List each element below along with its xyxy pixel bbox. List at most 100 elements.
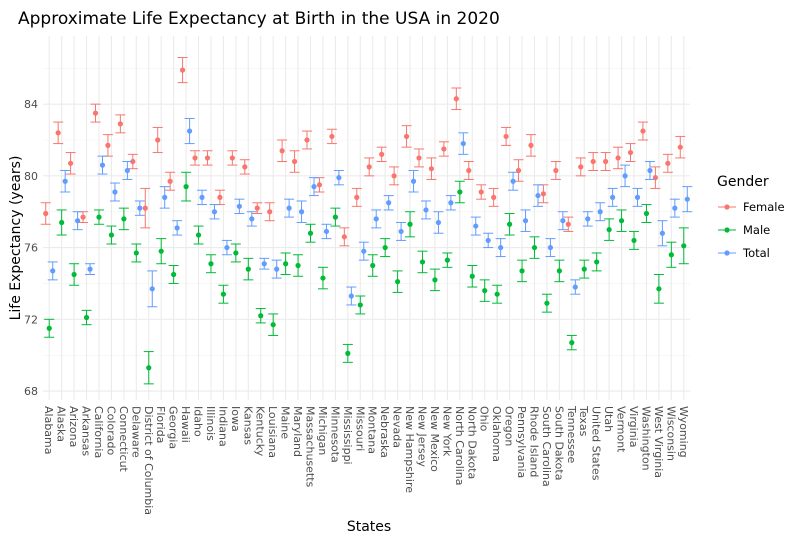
data-point-total-south-carolina <box>547 244 554 251</box>
x-tick-label-washington: Washington <box>639 406 652 471</box>
x-tick-label-wyoming: Wyoming <box>677 406 690 458</box>
data-point-female-georgia <box>167 178 173 184</box>
data-point-female-alabama <box>43 210 49 217</box>
x-tick-label-montana: Montana <box>366 406 379 454</box>
data-point-total-north-dakota <box>473 223 479 229</box>
y-tick-label: 72 <box>24 313 38 326</box>
x-tick-label-alaska: Alaska <box>55 406 68 442</box>
data-point-female-kentucky <box>254 205 260 211</box>
data-point-female-arizona <box>68 160 74 166</box>
x-tick-label-kentucky: Kentucky <box>254 406 267 457</box>
legend-title: Gender <box>717 174 769 190</box>
data-point-male-south-carolina <box>544 300 550 306</box>
data-point-total-utah <box>610 194 616 200</box>
x-tick-label-delaware: Delaware <box>129 406 142 458</box>
data-point-female-indiana <box>217 194 223 200</box>
data-point-total-kansas <box>249 216 255 222</box>
x-tick-label-minnesota: Minnesota <box>328 406 341 463</box>
data-point-female-oklahoma <box>491 194 497 200</box>
x-tick-label-west-virginia: West Virginia <box>652 406 665 478</box>
data-point-total-virginia <box>634 194 641 200</box>
data-point-male-washington <box>643 210 650 217</box>
data-point-female-united-states <box>590 158 596 165</box>
data-point-total-hawaii <box>186 128 193 134</box>
data-point-female-oregon <box>503 133 509 140</box>
data-point-male-oregon <box>506 221 513 227</box>
major-gridlines <box>43 36 690 400</box>
data-point-female-washington <box>640 128 646 134</box>
x-tick-label-missouri: Missouri <box>353 406 366 451</box>
legend-key-point-female <box>724 204 730 210</box>
data-point-male-georgia <box>171 271 177 278</box>
data-marks <box>40 57 693 385</box>
data-point-female-rhode-island <box>528 142 534 148</box>
plot-background <box>43 36 690 400</box>
data-point-female-new-jersey <box>416 155 422 161</box>
data-point-male-arkansas <box>83 314 90 321</box>
data-point-total-delaware <box>137 205 143 211</box>
x-axis-title: States <box>347 519 391 535</box>
data-point-male-maine <box>283 261 289 267</box>
data-point-female-california <box>92 110 99 116</box>
data-point-male-north-carolina <box>457 189 463 195</box>
legend-label-total: Total <box>742 246 770 260</box>
y-tick-label: 80 <box>24 170 38 183</box>
data-point-male-michigan <box>320 275 326 281</box>
data-point-male-florida <box>158 248 164 254</box>
x-tick-label-united-states: United States <box>590 406 603 481</box>
data-point-total-arizona <box>75 218 81 224</box>
data-point-male-delaware <box>133 250 139 256</box>
legend-key-point-male <box>724 227 730 233</box>
data-point-female-delaware <box>130 158 136 165</box>
y-tick-label: 68 <box>24 385 38 398</box>
x-tick-label-utah: Utah <box>602 406 615 432</box>
data-point-male-nevada <box>395 279 401 285</box>
data-point-male-wyoming <box>681 243 687 249</box>
data-point-female-utah <box>603 158 609 165</box>
data-point-total-north-carolina <box>460 140 466 147</box>
x-tick-label-florida: Florida <box>154 406 167 443</box>
legend-label-male: Male <box>743 223 770 237</box>
x-tick-label-hawaii: Hawaii <box>179 406 192 443</box>
data-point-female-south-dakota <box>553 167 559 174</box>
data-point-female-nevada <box>391 173 397 179</box>
data-point-male-alabama <box>46 325 52 331</box>
data-point-male-texas <box>581 266 587 272</box>
data-point-female-montana <box>366 164 372 170</box>
data-point-female-district-of-columbia <box>142 205 148 211</box>
x-tick-label-north-dakota: North Dakota <box>465 406 478 479</box>
data-point-female-maine <box>279 148 285 154</box>
data-point-male-united-states <box>594 259 600 265</box>
series-female <box>40 57 686 247</box>
x-tick-label-vermont: Vermont <box>615 406 628 453</box>
data-point-female-texas <box>578 164 584 170</box>
x-tick-label-new-york: New York <box>440 406 453 457</box>
x-tick-label-michigan: Michigan <box>316 406 329 455</box>
data-point-male-california <box>96 214 102 220</box>
data-point-total-vermont <box>622 173 628 179</box>
x-tick-label-oklahoma: Oklahoma <box>490 406 503 462</box>
x-tick-label-new-jersey: New Jersey <box>415 406 428 468</box>
data-point-total-arkansas <box>87 266 93 272</box>
x-tick-label-connecticut: Connecticut <box>117 406 130 473</box>
data-point-male-virginia <box>631 237 637 244</box>
data-point-male-utah <box>606 227 612 233</box>
x-tick-label-indiana: Indiana <box>216 406 229 447</box>
data-point-total-ohio <box>485 237 491 244</box>
x-tick-label-north-carolina: North Carolina <box>453 406 466 486</box>
data-point-total-maryland <box>298 209 305 215</box>
series-male <box>44 171 689 385</box>
data-point-total-kentucky <box>261 261 267 267</box>
data-point-female-new-mexico <box>428 166 435 172</box>
chart-title: Approximate Life Expectancy at Birth in … <box>18 9 500 29</box>
data-point-female-hawaii <box>179 67 186 73</box>
y-tick-label: 84 <box>24 98 38 111</box>
legend-key-point-total <box>724 250 730 256</box>
x-tick-label-arkansas: Arkansas <box>80 406 93 456</box>
data-point-total-wyoming <box>684 196 690 202</box>
legend: Gender Female Male Total <box>717 174 785 260</box>
data-point-male-idaho <box>195 232 202 238</box>
x-tick-label-idaho: Idaho <box>192 406 205 437</box>
